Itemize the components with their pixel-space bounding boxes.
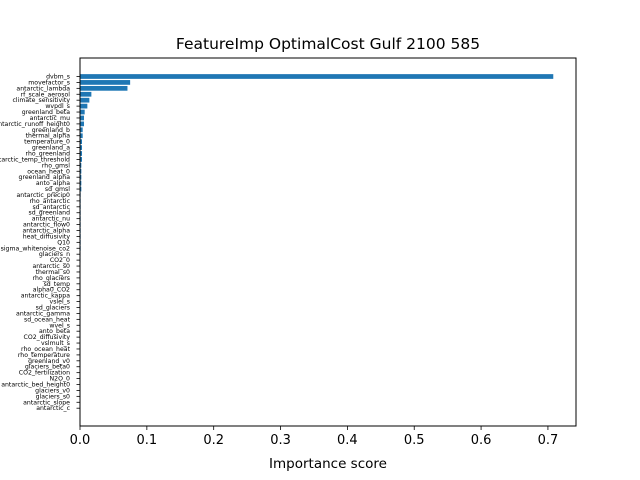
y-tick-label: sd_temp (44, 281, 71, 288)
y-tick-label: greenland_v0 (28, 358, 70, 365)
y-tick-label: climate_sensitivity (13, 97, 71, 104)
y-tick-label: antarctic_runoff_height0 (0, 121, 70, 128)
bar-greenland-a (80, 145, 83, 150)
x-tick-label: 0.4 (337, 433, 358, 448)
y-tick-label: temperature_0 (24, 139, 70, 146)
y-tick-label: rho_ocean_heat (21, 346, 71, 353)
y-tick-label: wvel_s (49, 322, 70, 329)
bar-antarctic-temp-threshold (80, 157, 83, 162)
x-axis-ticks: 0.0 0.1 0.2 0.3 0.4 0.5 0.6 0.7 (70, 426, 559, 448)
bar-greenland-b (80, 127, 83, 133)
y-tick-label: vslmult_s (41, 340, 70, 347)
y-tick-label: antarctic_precip0 (16, 192, 70, 199)
y-tick-label: sd_antarctic (32, 204, 70, 211)
y-tick-label: thermal_s0 (36, 269, 70, 276)
y-tick-label: Q10 (57, 239, 70, 246)
plot-frame (79, 57, 577, 427)
bar-anto-alpha (80, 180, 82, 186)
bar-dvbm-s (80, 74, 554, 79)
x-tick-label: 0.6 (471, 433, 492, 448)
x-tick-label: 0.3 (270, 433, 291, 448)
y-tick-label: vslel_s (50, 299, 70, 306)
y-tick-label: antarctic_slope (23, 399, 70, 406)
bar-rho-gmsl (80, 162, 82, 168)
bar-antarctic-mu (80, 115, 85, 121)
y-tick-label: glaciers_v0 (35, 387, 70, 394)
y-tick-label: greenland_alpha (19, 174, 71, 181)
y-tick-label: rho_greenland (26, 151, 71, 158)
y-tick-label: glaciers_n (39, 251, 70, 258)
y-tick-label: movefactor_s (28, 79, 70, 86)
y-tick-label: antarctic_s0 (32, 263, 70, 270)
y-tick-label: antarctic_temp_threshold (0, 156, 70, 163)
bar-wvpdl-s (80, 103, 88, 109)
y-tick-label: dvbm_s (46, 74, 70, 81)
bar-rf-scale-aerosol (80, 91, 92, 97)
y-tick-label: greenland_a (32, 145, 70, 152)
x-tick-label: 0.7 (538, 433, 559, 448)
x-tick-label: 0.2 (203, 433, 224, 448)
y-tick-label: thermal_alpha (26, 133, 71, 140)
y-tick-label: antarctic_mu (30, 115, 70, 122)
bars-group (80, 74, 554, 405)
bar-ocean-heat-0 (80, 168, 82, 174)
y-tick-label: wvpdl_s (45, 103, 70, 110)
bar-thermal-alpha (80, 133, 83, 139)
y-tick-label: sigma_whitenoise_co2 (1, 245, 70, 252)
y-tick-label: rho_temperature (18, 352, 70, 359)
y-tick-label: heat_diffusivity (23, 233, 71, 240)
y-tick-label: greenland_beta (22, 109, 70, 116)
x-axis-label: Importance score (269, 456, 387, 472)
y-tick-label: antarctic_gamma (16, 310, 70, 317)
y-tick-label: sd_ocean_heat (24, 316, 71, 323)
x-tick-label: 0.5 (404, 433, 425, 448)
y-tick-label: antarctic_flow0 (23, 222, 70, 229)
y-tick-label: sd_greenland (29, 210, 71, 217)
y-axis-ticks: dvbm_smovefactor_santarctic_lambdarf_sca… (0, 74, 80, 412)
x-tick-label: 0.1 (137, 433, 158, 448)
y-tick-label: sd_gmsl (45, 186, 70, 193)
y-tick-label: CO2_0 (50, 257, 70, 264)
y-tick-label: glaciers_beta0 (25, 364, 70, 371)
y-tick-label: N2O_0 (50, 376, 71, 383)
y-tick-label: antarctic_nu (32, 216, 70, 223)
bar-greenland-beta (80, 109, 85, 115)
chart-title: FeatureImp OptimalCost Gulf 2100 585 (176, 35, 480, 53)
y-tick-label: rho_antarctic (29, 198, 70, 205)
bar-temperature-0 (80, 139, 83, 145)
y-tick-label: alpha0_CO2 (33, 287, 70, 294)
bar-sd-gmsl (80, 186, 82, 192)
x-tick-label: 0.0 (70, 433, 91, 448)
bar-climate-sensitivity (80, 97, 90, 103)
y-tick-label: rf_scale_aerosol (21, 91, 71, 98)
y-tick-label: CO2_diffusivity (24, 334, 71, 341)
y-tick-label: greenland_b (32, 127, 70, 134)
bar-greenland-alpha (80, 174, 82, 180)
y-tick-label: anto_alpha (36, 180, 70, 187)
bar-rho-greenland (80, 151, 83, 156)
y-tick-label: anto_beta (39, 328, 70, 335)
y-tick-label: antarctic_c (36, 405, 70, 412)
y-tick-label: glaciers_s0 (36, 393, 70, 400)
bar-antarctic-lambda (80, 85, 128, 91)
y-tick-label: rho_glaciers (33, 275, 70, 282)
y-tick-label: ocean_heat_0 (27, 168, 70, 175)
y-tick-label: antarctic_bed_height0 (1, 382, 70, 389)
y-tick-label: antarctic_lambda (16, 85, 70, 92)
y-tick-label: antarctic_kappa (21, 293, 71, 300)
bar-movefactor-s (80, 80, 131, 85)
bar-antarctic-runoff-height0 (80, 121, 85, 127)
y-tick-label: antarctic_alpha (22, 228, 70, 235)
y-tick-label: CO2_fertilization (19, 370, 70, 377)
y-tick-label: rho_gmsl (42, 162, 70, 169)
y-tick-label: sd_glaciers (36, 305, 70, 312)
